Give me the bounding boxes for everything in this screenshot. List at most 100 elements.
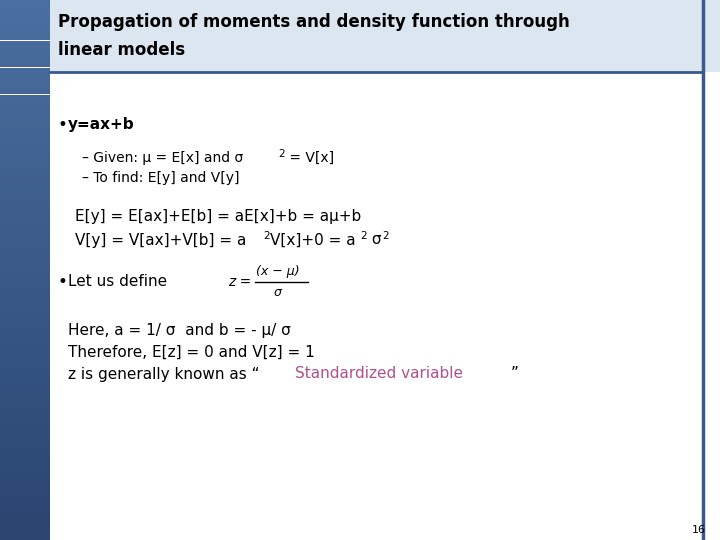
Bar [0,135,50,138]
Bar [0,49,50,51]
Bar [0,259,50,262]
Bar [0,22,50,24]
Bar [0,346,50,348]
Bar [0,146,50,148]
Bar [0,389,50,392]
Bar [0,408,50,410]
Bar [0,494,50,497]
Bar [0,383,50,386]
Bar [0,443,50,445]
Text: 2: 2 [278,149,284,159]
Bar [0,397,50,400]
Bar [0,97,50,100]
Text: Here, a = 1/ σ  and b = - μ/ σ: Here, a = 1/ σ and b = - μ/ σ [68,322,291,338]
Text: z is generally known as “: z is generally known as “ [68,367,259,381]
Text: = V[x]: = V[x] [285,151,334,165]
Bar [0,524,50,526]
Text: 2: 2 [360,231,366,241]
Bar [0,518,50,521]
Bar [0,319,50,321]
Bar [0,321,50,324]
Bar [0,284,50,286]
Bar [0,130,50,132]
Bar [0,113,50,116]
Bar [0,143,50,146]
Bar [0,354,50,356]
Bar [0,62,50,65]
Bar [0,456,50,459]
Bar [0,491,50,494]
Bar [0,305,50,308]
Bar [0,432,50,435]
Bar [0,89,50,92]
Bar [0,81,50,84]
Bar [0,94,50,97]
Bar [0,122,50,124]
Bar [0,302,50,305]
Bar [0,529,50,532]
Bar [0,30,50,32]
Bar [0,308,50,310]
Bar [0,329,50,332]
Bar [0,359,50,362]
Bar [0,532,50,535]
Bar [0,32,50,35]
Bar [0,159,50,162]
Bar [0,178,50,181]
Bar [0,108,50,111]
Bar [0,43,50,46]
Bar [0,194,50,197]
Bar [0,8,50,11]
Bar [0,505,50,508]
Text: 2: 2 [382,231,389,241]
Text: Propagation of moments and density function through: Propagation of moments and density funct… [58,13,570,31]
Bar [0,219,50,221]
Bar [0,86,50,89]
Bar [0,265,50,267]
Text: •: • [58,273,68,291]
Bar [0,243,50,246]
Bar [0,248,50,251]
Text: Therefore, E[z] = 0 and V[z] = 1: Therefore, E[z] = 0 and V[z] = 1 [68,345,315,360]
Bar [0,100,50,103]
Text: linear models: linear models [58,41,185,59]
Bar [0,440,50,443]
Bar [0,286,50,289]
Bar [0,446,50,448]
Bar [0,508,50,510]
Bar [0,151,50,154]
Bar [0,364,50,367]
Bar [0,289,50,292]
Bar [0,270,50,273]
Bar [0,416,50,418]
Bar [0,281,50,284]
Bar [0,51,50,54]
Bar [0,513,50,516]
Bar [0,116,50,119]
Bar [50,0,720,72]
Bar [0,392,50,394]
Bar [0,186,50,189]
Bar [0,278,50,281]
Bar [0,405,50,408]
Bar [0,497,50,500]
Bar [0,0,50,3]
Text: (x − μ): (x − μ) [256,266,300,279]
Bar [0,402,50,405]
Text: σ: σ [274,287,282,300]
Bar [0,127,50,130]
Bar [0,19,50,22]
Bar [0,154,50,157]
Bar [0,103,50,105]
Bar [0,294,50,297]
Bar [0,275,50,278]
Bar [0,516,50,518]
Bar [0,70,50,73]
Bar [0,335,50,338]
Bar [0,462,50,464]
Bar [0,181,50,184]
Bar [0,448,50,451]
Bar [0,273,50,275]
Bar [0,340,50,343]
Bar [0,27,50,30]
